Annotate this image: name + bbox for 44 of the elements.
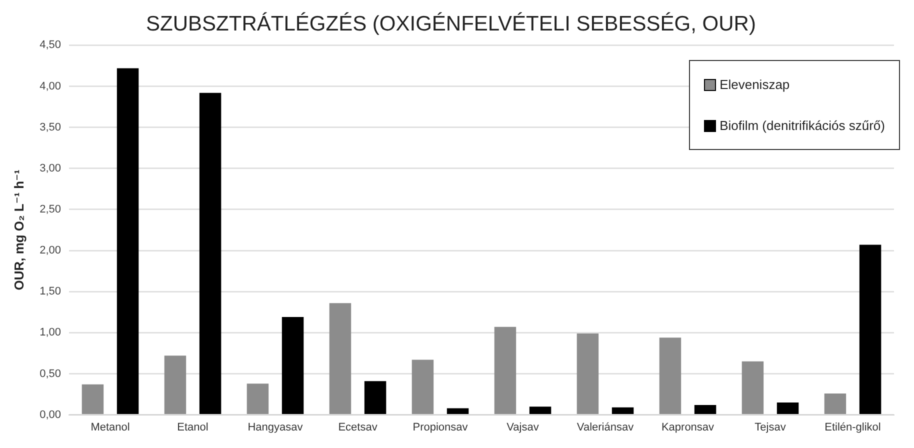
bar bbox=[282, 317, 304, 414]
y-tick-label: 2,00 bbox=[40, 244, 62, 257]
x-tick-label: Tejsav bbox=[754, 421, 786, 434]
y-tick-label: 2,50 bbox=[40, 204, 62, 216]
x-tick-label: Vajsav bbox=[506, 421, 540, 434]
bar bbox=[576, 333, 599, 414]
bar bbox=[446, 408, 469, 414]
bar bbox=[116, 68, 139, 414]
y-tick-label: 0,00 bbox=[40, 408, 62, 421]
bar bbox=[246, 384, 269, 414]
legend-label: Eleveniszap bbox=[720, 77, 790, 92]
bar bbox=[859, 244, 882, 414]
bar bbox=[694, 404, 716, 414]
bar bbox=[364, 381, 386, 414]
bar bbox=[494, 326, 516, 414]
bar bbox=[164, 356, 186, 414]
x-tick-label: Hangyasav bbox=[248, 421, 304, 434]
y-axis-title: OUR, mg O₂ L⁻¹ h⁻¹ bbox=[11, 170, 26, 290]
y-tick-label: 3,00 bbox=[40, 162, 62, 174]
bar bbox=[776, 402, 799, 414]
x-tick-label: Propionsav bbox=[412, 421, 468, 434]
x-tick-label: Ecetsav bbox=[338, 421, 378, 434]
bar bbox=[529, 406, 552, 414]
bar bbox=[82, 384, 104, 414]
y-tick-label: 4,00 bbox=[40, 80, 62, 92]
bar bbox=[742, 361, 764, 414]
bar bbox=[199, 92, 222, 414]
y-tick-label: 1,00 bbox=[40, 326, 62, 339]
chart-title: SZUBSZTRÁTLÉGZÉS (OXIGÉNFELVÉTELI SEBESSÉG, OUR) bbox=[146, 11, 756, 36]
y-tick-label: 3,50 bbox=[40, 121, 62, 134]
x-tick-label: Valeriánsav bbox=[576, 421, 634, 434]
x-tick-label: Etanol bbox=[177, 421, 208, 434]
bar bbox=[412, 360, 434, 414]
legend-label: Biofilm (denitrifikációs szűrő) bbox=[720, 118, 885, 133]
bar bbox=[659, 338, 682, 414]
bar bbox=[329, 303, 352, 414]
bar bbox=[824, 393, 846, 414]
x-tick-label: Metanol bbox=[90, 421, 130, 434]
x-tick-label: Etilén-glikol bbox=[824, 421, 881, 434]
y-tick-label: 1,50 bbox=[40, 286, 62, 298]
y-tick-label: 4,50 bbox=[40, 39, 62, 52]
y-tick-label: 0,50 bbox=[40, 368, 62, 380]
bar bbox=[612, 407, 634, 414]
x-tick-label: Kapronsav bbox=[661, 421, 715, 434]
